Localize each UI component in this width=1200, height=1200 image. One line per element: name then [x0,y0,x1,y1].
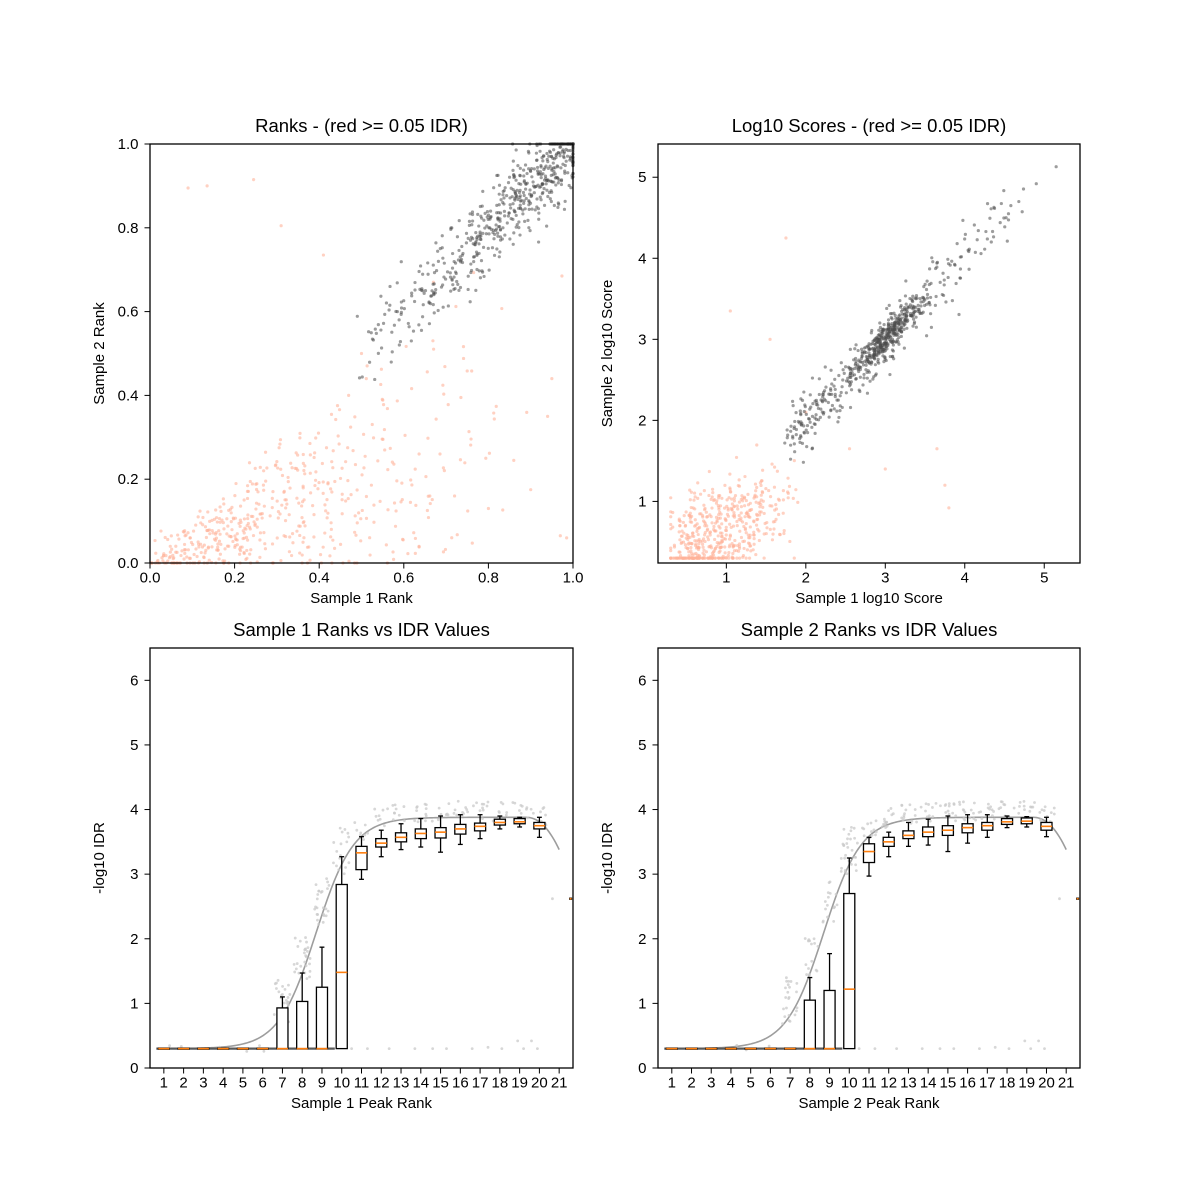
svg-text:15: 15 [940,1075,957,1092]
svg-text:11: 11 [861,1075,877,1092]
svg-text:0.0: 0.0 [118,555,139,572]
svg-text:17: 17 [472,1075,489,1092]
svg-text:7: 7 [278,1075,286,1092]
svg-text:16: 16 [959,1075,976,1092]
svg-text:2: 2 [130,931,138,948]
svg-text:0.4: 0.4 [118,387,139,404]
svg-text:1: 1 [722,570,730,587]
svg-text:1: 1 [638,493,646,510]
svg-text:21: 21 [551,1075,568,1092]
svg-text:Sample 1 log10 Score: Sample 1 log10 Score [795,590,943,607]
svg-text:0.4: 0.4 [309,570,330,587]
svg-text:4: 4 [727,1075,735,1092]
svg-text:14: 14 [412,1075,429,1092]
svg-text:8: 8 [806,1075,814,1092]
svg-text:Sample 2 log10 Score: Sample 2 log10 Score [599,280,616,428]
svg-text:1.0: 1.0 [118,136,139,153]
svg-text:6: 6 [638,672,646,689]
svg-text:3: 3 [199,1075,207,1092]
svg-text:Sample 1 Peak Rank: Sample 1 Peak Rank [291,1095,432,1112]
svg-text:5: 5 [638,169,646,186]
svg-text:4: 4 [638,802,646,819]
svg-text:19: 19 [511,1075,528,1092]
svg-text:Sample 2 Rank: Sample 2 Rank [91,302,108,405]
svg-text:7: 7 [786,1075,794,1092]
svg-text:0.6: 0.6 [393,570,414,587]
svg-text:0.0: 0.0 [140,570,161,587]
svg-text:18: 18 [492,1075,509,1092]
svg-text:12: 12 [373,1075,390,1092]
svg-text:1: 1 [668,1075,676,1092]
svg-text:20: 20 [531,1075,548,1092]
svg-text:2: 2 [638,931,646,948]
svg-text:0: 0 [130,1060,138,1077]
svg-text:4: 4 [219,1075,227,1092]
svg-text:19: 19 [1018,1075,1035,1092]
svg-text:Sample 1 Rank: Sample 1 Rank [310,590,413,607]
svg-text:5: 5 [1040,570,1048,587]
svg-text:9: 9 [318,1075,326,1092]
svg-text:0.2: 0.2 [118,471,139,488]
svg-text:0.8: 0.8 [118,220,139,237]
svg-text:Log10 Scores - (red >= 0.05 ID: Log10 Scores - (red >= 0.05 IDR) [732,115,1007,136]
svg-text:3: 3 [881,570,889,587]
svg-text:18: 18 [999,1075,1016,1092]
svg-text:5: 5 [638,737,646,754]
svg-text:6: 6 [258,1075,266,1092]
svg-text:17: 17 [979,1075,996,1092]
svg-text:0.8: 0.8 [478,570,499,587]
svg-text:4: 4 [638,250,646,267]
svg-text:11: 11 [354,1075,370,1092]
svg-text:5: 5 [239,1075,247,1092]
svg-text:Sample 2 Ranks vs IDR Values: Sample 2 Ranks vs IDR Values [741,619,998,640]
svg-text:1: 1 [130,995,138,1012]
svg-text:6: 6 [130,672,138,689]
svg-text:2: 2 [179,1075,187,1092]
svg-text:1.0: 1.0 [563,570,584,587]
svg-text:13: 13 [900,1075,917,1092]
svg-text:14: 14 [920,1075,937,1092]
svg-text:15: 15 [432,1075,449,1092]
svg-text:1: 1 [160,1075,168,1092]
svg-text:Ranks - (red >= 0.05 IDR): Ranks - (red >= 0.05 IDR) [255,115,468,136]
svg-text:5: 5 [130,737,138,754]
svg-text:12: 12 [880,1075,897,1092]
svg-text:10: 10 [333,1075,350,1092]
svg-text:10: 10 [841,1075,858,1092]
svg-text:20: 20 [1038,1075,1055,1092]
svg-text:13: 13 [393,1075,410,1092]
svg-text:8: 8 [298,1075,306,1092]
svg-text:21: 21 [1058,1075,1075,1092]
svg-text:3: 3 [638,866,646,883]
svg-text:0.2: 0.2 [224,570,245,587]
svg-text:16: 16 [452,1075,469,1092]
svg-text:3: 3 [130,866,138,883]
svg-text:0: 0 [638,1060,646,1077]
svg-text:3: 3 [638,331,646,348]
svg-text:3: 3 [707,1075,715,1092]
svg-text:-log10 IDR: -log10 IDR [599,822,616,894]
svg-text:0.6: 0.6 [118,304,139,321]
svg-text:4: 4 [130,802,138,819]
svg-text:2: 2 [687,1075,695,1092]
svg-text:Sample 2 Peak Rank: Sample 2 Peak Rank [799,1095,940,1112]
svg-text:2: 2 [802,570,810,587]
svg-text:5: 5 [747,1075,755,1092]
svg-text:9: 9 [825,1075,833,1092]
svg-text:4: 4 [961,570,969,587]
svg-text:2: 2 [638,412,646,429]
svg-text:-log10 IDR: -log10 IDR [91,822,108,894]
svg-text:Sample 1 Ranks vs IDR Values: Sample 1 Ranks vs IDR Values [233,619,490,640]
svg-text:1: 1 [638,995,646,1012]
svg-text:6: 6 [766,1075,774,1092]
